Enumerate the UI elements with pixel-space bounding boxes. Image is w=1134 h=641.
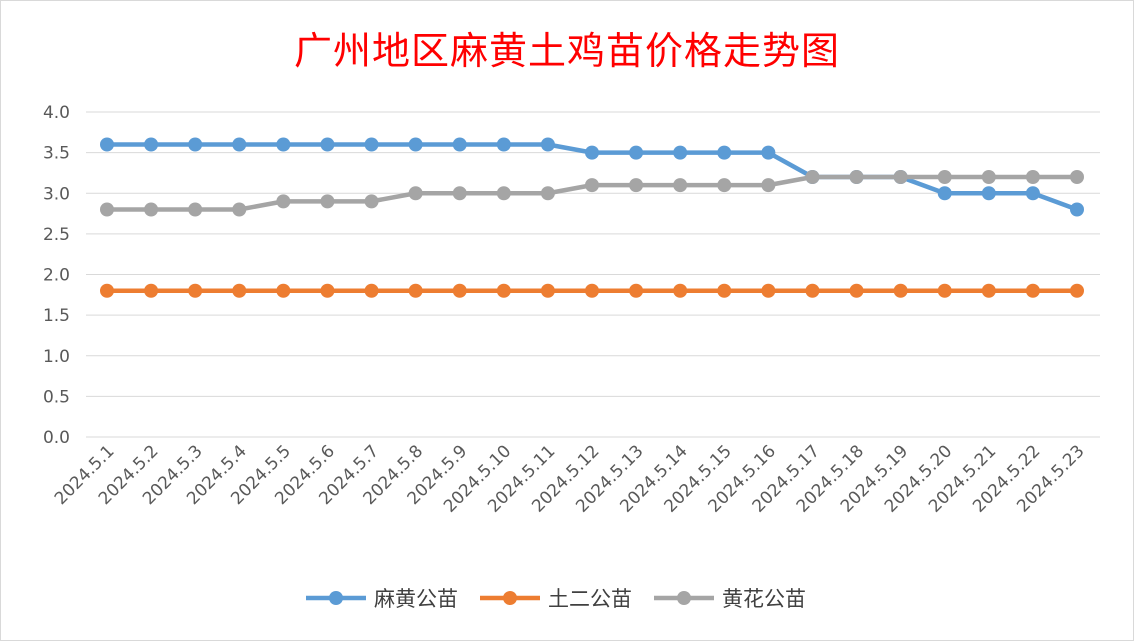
data-point [452,137,467,152]
series-1 [100,137,1084,217]
legend-swatch-marker [503,591,517,605]
data-point [408,283,423,298]
data-point [673,283,688,298]
legend-label: 黄花公苗 [722,587,806,611]
y-tick-label: 3.0 [43,184,70,204]
data-point [1025,283,1040,298]
legend-swatch-marker [677,591,691,605]
data-point [100,137,114,152]
data-point [540,186,555,201]
data-point [937,186,952,201]
y-tick-label: 4.0 [43,103,70,123]
y-tick-label: 2.0 [43,266,70,286]
data-point [540,283,555,298]
data-point [761,145,776,160]
legend-item: 土二公苗 [480,587,632,611]
data-point [893,283,908,298]
legend-label: 麻黄公苗 [374,587,458,611]
series-2 [100,283,1084,298]
data-point [673,145,688,160]
data-point [937,170,952,184]
data-point [232,202,247,217]
data-point [276,194,291,209]
data-point [981,186,996,201]
data-point [496,137,511,152]
y-tick-label: 1.5 [43,306,70,326]
data-point [585,145,599,160]
data-point [100,202,114,217]
y-tick-label: 1.0 [43,347,70,367]
data-point [144,137,159,152]
data-point [232,137,247,152]
legend-swatch-marker [329,591,343,605]
data-point [144,202,159,217]
legend: 麻黄公苗 土二公苗 黄花公苗 [306,587,806,611]
data-point [188,202,203,217]
data-point [320,194,335,209]
x-axis-tick-labels: 2024.5.12024.5.22024.5.32024.5.42024.5.5… [51,441,1089,516]
data-point [849,283,864,298]
data-point [585,178,599,193]
data-point [761,178,776,193]
data-point [364,137,379,152]
data-point [276,137,291,152]
data-point [276,283,291,298]
data-point [364,283,379,298]
data-point [1070,202,1084,217]
data-point [496,283,511,298]
data-point [1070,170,1084,184]
data-point [1070,283,1084,298]
data-point [1025,170,1040,184]
data-point [673,178,688,193]
data-point [893,170,908,184]
data-point [805,170,820,184]
data-point [496,186,511,201]
data-point [849,170,864,184]
data-point [761,283,776,298]
legend-label: 土二公苗 [548,587,632,611]
data-point [188,137,203,152]
data-point [232,283,247,298]
data-point [100,283,114,298]
data-point [188,283,203,298]
series-3 [100,170,1084,217]
legend-item: 黄花公苗 [654,587,806,611]
y-tick-label: 2.5 [43,225,70,245]
y-tick-label: 3.5 [43,144,70,164]
data-point [805,283,820,298]
data-point [320,137,335,152]
y-tick-label: 0.5 [43,387,70,407]
data-point [629,178,644,193]
data-point [629,283,644,298]
y-tick-label: 0.0 [43,428,70,448]
data-point [144,283,159,298]
data-point [981,283,996,298]
data-point [981,170,996,184]
data-point [717,145,732,160]
data-point [717,178,732,193]
data-point [540,137,555,152]
data-point [408,137,423,152]
gridlines [86,111,1100,438]
data-point [364,194,379,209]
data-point [452,283,467,298]
legend-item: 麻黄公苗 [306,587,458,611]
chart-title: 广州地区麻黄土鸡苗价格走势图 [293,29,840,73]
data-point [1025,186,1040,201]
series-lines [100,137,1084,298]
data-point [452,186,467,201]
y-axis-tick-labels: 0.0 0.5 1.0 1.5 2.0 2.5 3.0 3.5 4.0 [43,103,70,448]
data-point [937,283,952,298]
data-point [408,186,423,201]
data-point [629,145,644,160]
data-point [585,283,599,298]
data-point [320,283,335,298]
data-point [717,283,732,298]
